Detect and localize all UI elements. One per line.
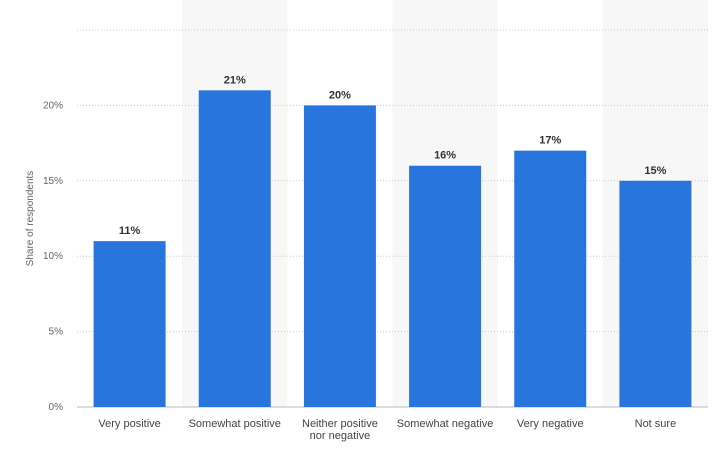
y-tick-label: 15%	[43, 176, 63, 187]
data-labels: 11% 21% 20% 16% 17% 15%	[119, 74, 667, 237]
x-tick-label-line: Neither positive	[302, 418, 378, 430]
x-tick-label: Not sure	[635, 418, 677, 430]
y-tick-label: 5%	[49, 327, 64, 338]
bar	[409, 165, 482, 407]
bars	[93, 90, 692, 408]
bar	[303, 105, 376, 408]
x-tick-label: Somewhat positive	[189, 418, 281, 430]
x-tick-label: Very negative	[517, 418, 584, 430]
y-tick-label: 20%	[43, 100, 63, 111]
x-tick-label-line: Not sure	[635, 418, 677, 430]
data-label: 11%	[119, 225, 141, 237]
data-label: 17%	[539, 135, 561, 147]
x-tick-label-line: Somewhat negative	[397, 418, 494, 430]
y-axis-title: Share of respondents	[25, 171, 36, 267]
gridlines	[77, 29, 708, 408]
bar	[93, 241, 166, 407]
bar	[198, 90, 271, 407]
data-label: 16%	[434, 150, 456, 162]
x-tick-label-line: nor negative	[310, 430, 371, 442]
y-tick-label: 10%	[43, 251, 63, 262]
x-tick-label-line: Very positive	[98, 418, 160, 430]
x-tick-label: Somewhat negative	[397, 418, 494, 430]
data-label: 21%	[224, 74, 246, 86]
bar	[619, 180, 692, 407]
y-tick-label: 0%	[49, 402, 64, 413]
x-axis-labels: Very positive Somewhat positive Neither po…	[98, 418, 676, 442]
x-tick-label-line: Somewhat positive	[189, 418, 281, 430]
x-tick-label: Very positive	[98, 418, 160, 430]
bar	[514, 150, 587, 407]
data-label: 15%	[644, 165, 666, 177]
y-axis-ticks: 0% 5% 10% 15% 20%	[43, 100, 63, 413]
x-tick-label-line: Very negative	[517, 418, 584, 430]
x-tick-label: Neither positive nor negative	[302, 418, 378, 442]
data-label: 20%	[329, 89, 351, 101]
